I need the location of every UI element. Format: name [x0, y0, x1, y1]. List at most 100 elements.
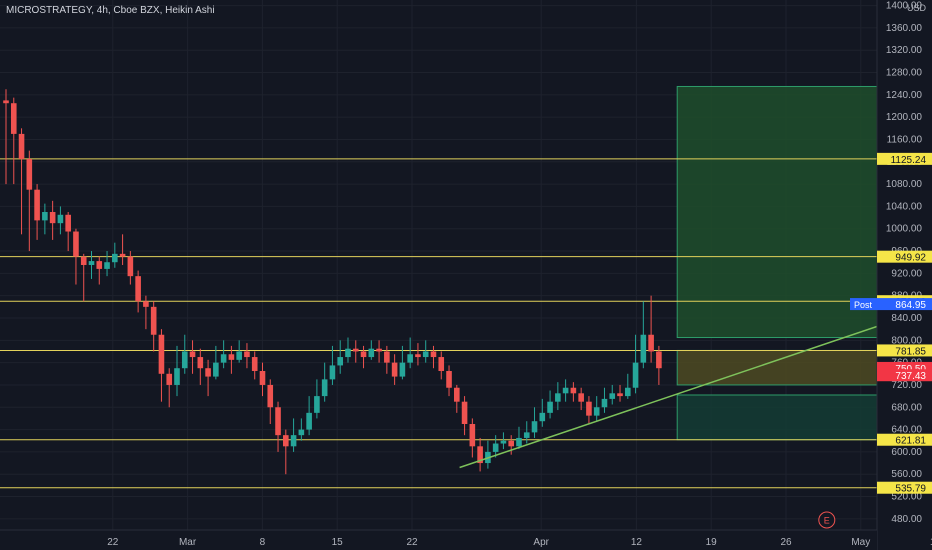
candle-body [244, 351, 250, 358]
candle-body [578, 393, 584, 402]
candle-body [376, 348, 382, 352]
price-tick-label: 1320.00 [886, 45, 923, 56]
candle-body [290, 435, 297, 447]
price-axis [877, 0, 932, 550]
candle-body [275, 407, 281, 436]
candle-body [104, 262, 110, 269]
candle-body [197, 357, 204, 369]
candle-body [656, 351, 662, 369]
candle-body [42, 212, 48, 221]
candle-body [119, 253, 126, 257]
candle-body [306, 412, 312, 430]
price-tick-label: 1040.00 [886, 201, 923, 212]
price-tick-label: 1000.00 [886, 224, 923, 235]
price-tick-label: 800.00 [891, 335, 922, 346]
price-tick-label: 1200.00 [886, 112, 923, 123]
price-tick-label: 680.00 [891, 402, 922, 413]
price-tick-label: 1160.00 [887, 134, 923, 145]
candle-body [648, 334, 654, 352]
candle-body [399, 362, 406, 377]
price-label-box [877, 369, 932, 382]
candle-body [492, 443, 499, 452]
time-tick-label: 12 [631, 537, 643, 548]
candle-body [446, 371, 452, 388]
candle-body [88, 261, 95, 265]
time-tick-label: Apr [533, 537, 549, 548]
currency-label: USD [907, 3, 927, 13]
price-label: 949.92 [895, 253, 926, 264]
price-tick-label: 640.00 [891, 425, 922, 436]
candle-body [143, 301, 149, 307]
earnings-marker-label: E [824, 516, 830, 526]
candle-body [360, 351, 367, 358]
candle-body [73, 231, 79, 257]
earnings-marker-icon [818, 511, 836, 529]
candle-body [283, 435, 289, 447]
candle-body [127, 256, 134, 277]
candle-body [213, 362, 219, 377]
candle-body [18, 133, 25, 159]
candle-body [337, 357, 344, 366]
candle-body [562, 387, 569, 394]
price-tick-label: 520.00 [891, 492, 922, 503]
candle-body [422, 351, 429, 358]
candle-body [96, 261, 103, 269]
time-tick-label: 10 [930, 537, 932, 548]
price-tick-label: 1280.00 [886, 68, 923, 79]
candle-body [251, 357, 258, 371]
candle-body [640, 334, 647, 363]
candle-body [516, 437, 522, 447]
candle-body [609, 393, 616, 399]
candle-body [555, 393, 561, 402]
candle-body [205, 368, 211, 377]
candle-body [220, 354, 227, 363]
candle-body [391, 362, 398, 377]
candle-body [10, 103, 17, 134]
candle-body [321, 379, 328, 397]
candle-body [158, 334, 165, 374]
price-label: 535.79 [895, 484, 926, 495]
chart-title: MICROSTRATEGY, 4h, Cboe BZX, Heikin Ashi [6, 5, 215, 16]
candle-body [539, 412, 546, 422]
candle-body [368, 348, 375, 358]
candle-body [632, 362, 639, 388]
candle-body [166, 373, 173, 385]
candle-body [508, 440, 515, 447]
price-tick-label: 1080.00 [886, 179, 923, 190]
price-label: 781.85 [895, 346, 926, 357]
price-label: 737.43 [895, 371, 926, 382]
post-market-prefix: Post [854, 300, 873, 310]
candle-body [181, 351, 188, 369]
candle-body [329, 365, 336, 380]
candle-body [228, 354, 235, 360]
price-label-box [877, 481, 932, 494]
price-tick-label: 1400.00 [886, 1, 923, 12]
time-tick-label: 26 [780, 537, 792, 548]
candle-body [430, 351, 437, 358]
candle-body [189, 351, 196, 358]
time-tick-label: 22 [406, 537, 418, 548]
price-tick-label: 600.00 [891, 447, 922, 458]
price-label-box [877, 433, 932, 446]
candle-body [65, 214, 71, 232]
candle-body [624, 387, 631, 397]
candle-body [461, 401, 468, 424]
candle-body [384, 351, 390, 363]
price-label-box [877, 152, 932, 165]
post-market-price: 864.95 [895, 300, 926, 311]
candle-body [236, 351, 242, 360]
candle-body [49, 212, 56, 224]
candle-body [3, 100, 9, 104]
candle-body [531, 421, 538, 433]
time-tick-label: 15 [332, 537, 344, 548]
candle-body [523, 432, 530, 438]
candle-body [80, 256, 87, 265]
candle-body [26, 159, 33, 190]
candle-body [267, 384, 274, 408]
price-tick-label: 560.00 [891, 469, 922, 480]
candle-body [150, 306, 157, 335]
candle-body [407, 354, 413, 363]
candle-body [586, 401, 592, 416]
candle-body [259, 371, 266, 385]
